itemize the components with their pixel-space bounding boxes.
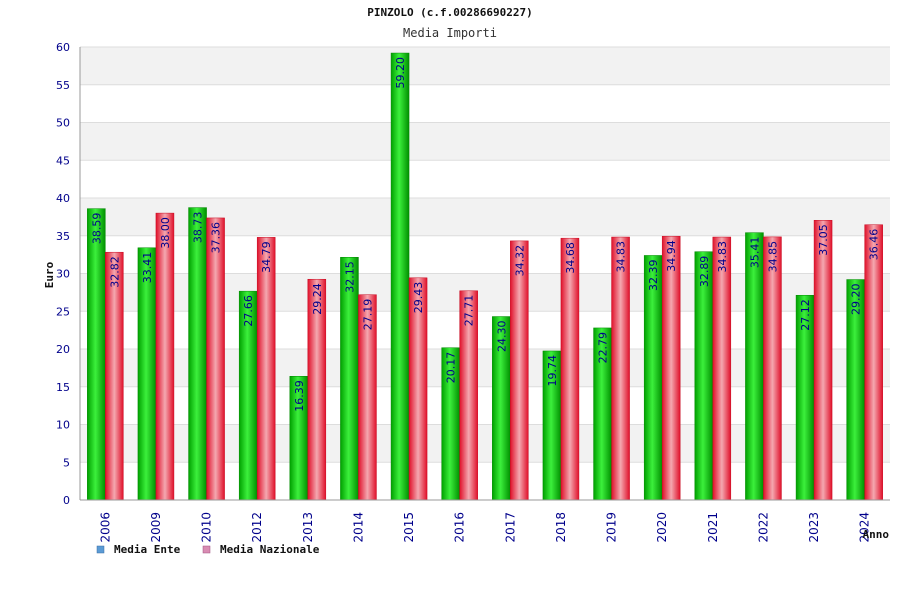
bar-media-ente-2006 — [87, 208, 106, 501]
y-tick-label: 20 — [56, 343, 70, 356]
x-tick-label: 2022 — [756, 512, 770, 543]
legend-swatch-media-nazionale — [202, 545, 211, 554]
bar-media-nazionale-2021 — [712, 236, 732, 501]
legend-label-media-ente: Media Ente — [114, 543, 181, 556]
y-tick-label: 10 — [56, 419, 70, 432]
y-tick-label: 35 — [56, 230, 70, 243]
x-axis-label: Anno — [863, 528, 890, 541]
x-tick-label: 2009 — [149, 512, 163, 543]
bar-media-ente-2015 — [390, 52, 410, 501]
y-tick-label: 50 — [56, 117, 70, 130]
plot-band — [80, 122, 890, 161]
bar-media-nazionale-2023 — [813, 220, 833, 501]
legend-label-media-nazionale: Media Nazionale — [220, 543, 320, 556]
data-label: 59.20 — [394, 57, 407, 89]
legend-swatch-media-ente — [96, 545, 105, 554]
chart-subtitle: Media Importi — [403, 26, 497, 40]
bar-media-nazionale-2020 — [661, 235, 681, 501]
data-label: 34.79 — [260, 241, 273, 273]
bar-media-ente-2020 — [643, 255, 663, 501]
x-tick-label: 2015 — [402, 512, 416, 543]
data-label: 32.15 — [343, 261, 356, 293]
y-tick-label: 55 — [56, 79, 70, 92]
data-label: 32.89 — [698, 256, 711, 287]
data-label: 27.66 — [242, 295, 255, 327]
bar-media-nazionale-2017 — [510, 240, 529, 501]
data-label: 27.71 — [463, 295, 476, 327]
y-tick-label: 40 — [56, 192, 70, 205]
legend: Media Ente Media Nazionale — [96, 543, 320, 556]
data-label: 27.12 — [799, 299, 812, 331]
data-label: 38.59 — [90, 213, 103, 245]
data-label: 33.41 — [141, 252, 154, 284]
y-tick-label: 5 — [63, 456, 70, 469]
data-label: 24.30 — [495, 321, 508, 353]
data-label: 34.94 — [665, 240, 678, 272]
data-label: 38.00 — [159, 217, 172, 249]
x-tick-label: 2017 — [503, 512, 517, 543]
data-label: 20.17 — [445, 352, 458, 384]
bar-media-nazionale-2024 — [864, 224, 883, 501]
data-label: 34.68 — [564, 242, 577, 274]
bar-media-nazionale-2009 — [155, 212, 175, 501]
x-tick-label: 2016 — [453, 512, 467, 543]
bar-media-nazionale-2022 — [763, 236, 782, 501]
x-tick-label: 2012 — [250, 512, 264, 543]
bar-media-ente-2021 — [694, 251, 714, 501]
data-labels: 38.59 32.82 33.41 38.00 38.73 37.36 27.66 34.79… — [90, 57, 880, 412]
data-label: 34.83 — [615, 241, 628, 273]
bar-media-ente-2010 — [188, 207, 207, 501]
data-label: 29.24 — [311, 283, 324, 315]
x-tick-label: 2024 — [858, 512, 872, 543]
data-label: 34.85 — [766, 241, 779, 273]
x-tick-label: 2010 — [200, 512, 214, 543]
x-tick-label: 2006 — [98, 512, 112, 543]
x-tick-label: 2013 — [301, 512, 315, 543]
data-label: 19.74 — [546, 355, 559, 387]
y-axis-label: Euro — [43, 261, 56, 288]
data-label: 32.39 — [647, 259, 660, 291]
bar-media-nazionale-2006 — [105, 251, 124, 501]
bars — [87, 52, 883, 501]
data-label: 34.32 — [513, 245, 526, 277]
x-tick-label: 2014 — [351, 512, 365, 543]
bar-media-nazionale-2019 — [611, 236, 630, 501]
data-label: 35.41 — [748, 237, 761, 268]
x-tick-label: 2018 — [554, 512, 568, 543]
data-label: 34.83 — [716, 241, 729, 273]
y-tick-label: 45 — [56, 154, 70, 167]
data-label: 16.39 — [293, 380, 306, 412]
data-label: 36.46 — [868, 229, 881, 260]
x-tick-label: 2020 — [655, 512, 669, 543]
y-tick-label: 0 — [63, 494, 70, 507]
data-label: 37.05 — [817, 224, 830, 256]
bar-media-nazionale-2018 — [560, 237, 580, 501]
y-tick-label: 25 — [56, 305, 70, 318]
bar-media-nazionale-2012 — [256, 237, 276, 501]
data-label: 22.79 — [597, 332, 610, 364]
y-tick-label: 15 — [56, 381, 70, 394]
bar-media-ente-2022 — [745, 232, 764, 501]
bar-media-ente-2009 — [137, 247, 157, 501]
y-tick-label: 30 — [56, 268, 70, 281]
plot-band — [80, 160, 890, 198]
plot-band — [80, 84, 890, 123]
data-label: 27.19 — [361, 299, 374, 331]
plot-band — [80, 47, 890, 85]
data-label: 32.82 — [108, 256, 121, 288]
data-label: 29.43 — [412, 282, 425, 314]
bar-media-nazionale-2010 — [206, 217, 225, 501]
x-tick-label: 2019 — [605, 512, 619, 543]
x-tick-label: 2023 — [807, 512, 821, 543]
data-label: 29.20 — [850, 284, 863, 316]
chart-title: PINZOLO (c.f.00286690227) — [367, 6, 533, 19]
x-axis-ticks: 2006 2009 2010 2012 2013 2014 2015 2016 2017 2018… — [98, 512, 871, 543]
data-label: 37.36 — [210, 222, 223, 254]
x-tick-label: 2021 — [706, 512, 720, 543]
data-label: 38.73 — [192, 212, 205, 244]
y-axis-ticks: 0 5 10 15 20 25 30 35 40 45 50 55 60 — [56, 41, 70, 507]
y-tick-label: 60 — [56, 41, 70, 54]
